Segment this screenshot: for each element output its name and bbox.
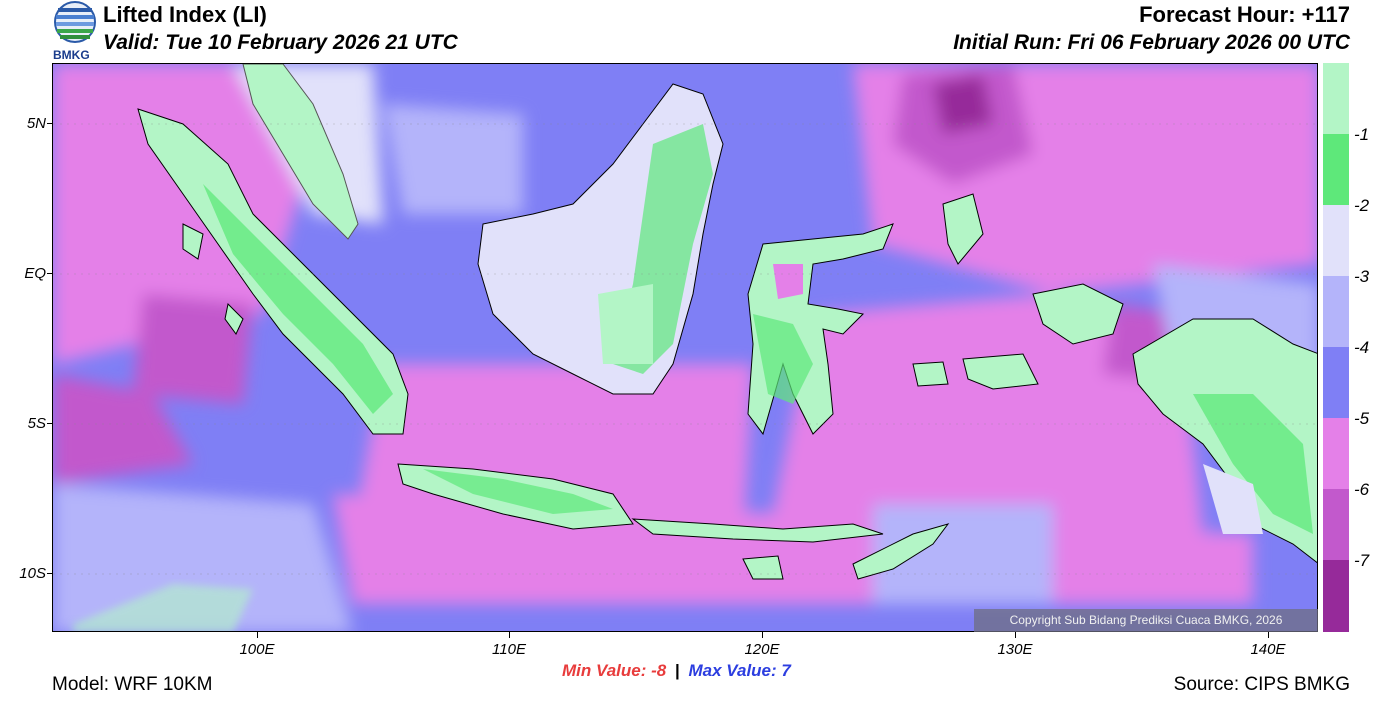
lat-tick xyxy=(47,423,52,424)
colorbar-segment xyxy=(1323,347,1349,418)
chart-title: Lifted Index (LI) xyxy=(103,2,267,27)
land-sumba xyxy=(742,555,784,580)
lat-label-5s: 5S xyxy=(27,415,46,432)
land-java-green xyxy=(423,469,613,514)
field-south-pale xyxy=(53,484,353,631)
land-bali-nusa xyxy=(631,518,884,543)
colorbar xyxy=(1323,63,1349,632)
colorbar-segment xyxy=(1323,418,1349,489)
colorbar-segment xyxy=(1323,63,1349,134)
land-buru xyxy=(912,361,949,387)
lon-tick xyxy=(257,632,258,638)
lat-tick xyxy=(47,573,52,574)
colorbar-label: -6 xyxy=(1354,480,1370,499)
land-seram xyxy=(962,353,1039,390)
model-name: Model: WRF 10KM xyxy=(52,674,213,695)
min-value-label: Min Value: xyxy=(562,661,647,680)
lat-label-eq: EQ xyxy=(24,265,46,282)
lon-label-110e: 110E xyxy=(492,641,526,658)
copyright-notice: Copyright Sub Bidang Prediksi Cuaca BMKG… xyxy=(974,609,1318,632)
min-value: -8 xyxy=(651,661,667,680)
max-value-label: Max Value: xyxy=(688,661,777,680)
colorbar-label: -7 xyxy=(1354,551,1370,570)
forecast-hour: Forecast Hour: +117 xyxy=(1139,2,1350,27)
field-timor-pale xyxy=(873,504,1053,604)
land-papua-pale xyxy=(1203,464,1263,534)
land-sulawesi-green xyxy=(753,314,813,404)
land-papua-green xyxy=(1193,394,1313,534)
min-max-values: Min Value: -8 | Max Value: 7 xyxy=(562,661,791,681)
initial-run: Initial Run: Fri 06 February 2026 00 UTC xyxy=(953,31,1350,54)
field-indian-ocean-west xyxy=(133,294,253,404)
lon-label-100e: 100E xyxy=(239,641,275,658)
lon-tick xyxy=(1268,632,1269,638)
colorbar-label: -3 xyxy=(1354,267,1370,286)
lat-tick xyxy=(47,273,52,274)
colorbar-segment xyxy=(1323,560,1349,632)
max-value: 7 xyxy=(781,661,791,680)
lon-label-140e: 140E xyxy=(1250,641,1286,658)
land-nias xyxy=(182,223,204,260)
lon-tick xyxy=(509,632,510,638)
field-south-china-sea xyxy=(383,104,523,214)
land-sumatra-green xyxy=(203,184,393,414)
colorbar-label: -4 xyxy=(1354,338,1370,357)
valid-time: Valid: Tue 10 February 2026 21 UTC xyxy=(103,31,458,54)
land-bird-head xyxy=(1032,283,1124,345)
land-borneo-lightgreen xyxy=(598,284,653,364)
lat-tick xyxy=(47,123,52,124)
lat-label-10s: 10S xyxy=(19,565,46,582)
lon-label-130e: 130E xyxy=(997,641,1033,658)
land-siberut xyxy=(224,302,244,335)
colorbar-label: -5 xyxy=(1354,409,1370,428)
land-timor xyxy=(852,523,950,580)
land-sulawesi-magenta xyxy=(773,264,803,299)
lifted-index-map xyxy=(52,63,1318,632)
lon-tick xyxy=(1015,632,1016,638)
lat-label-5n: 5N xyxy=(26,115,46,132)
colorbar-label: -2 xyxy=(1354,196,1370,215)
field-east-indian xyxy=(53,374,193,484)
colorbar-segment xyxy=(1323,276,1349,347)
colorbar-label: -1 xyxy=(1354,125,1370,144)
min-max-separator: | xyxy=(674,661,680,680)
data-source: Source: CIPS BMKG xyxy=(1173,674,1350,695)
lon-label-120e: 120E xyxy=(744,641,780,658)
colorbar-segment xyxy=(1323,489,1349,560)
field-west-ocean xyxy=(53,64,303,364)
field-max-core xyxy=(933,74,993,134)
land-halmahera xyxy=(942,193,984,265)
colorbar-segment xyxy=(1323,134,1349,205)
land-malay-peninsula xyxy=(242,64,359,240)
lon-tick xyxy=(762,632,763,638)
colorbar-segment xyxy=(1323,205,1349,276)
field-south-green xyxy=(73,584,253,631)
bmkg-logo xyxy=(52,0,98,62)
logo-text: BMKG xyxy=(53,48,90,62)
